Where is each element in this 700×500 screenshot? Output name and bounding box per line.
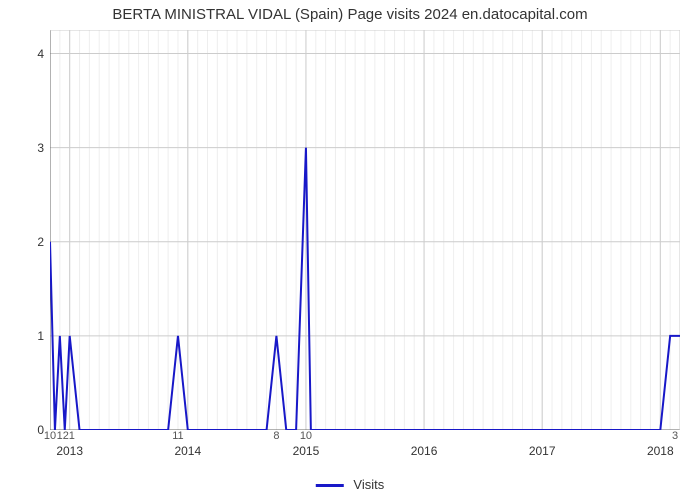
y-tick-label: 3 [37, 141, 50, 155]
point-value-label: 11 [172, 430, 183, 442]
legend-label: Visits [353, 477, 384, 492]
point-value-label: 121 [57, 430, 75, 442]
point-value-label: 10 [44, 430, 56, 442]
x-tick-label: 2015 [293, 444, 320, 458]
plot-area [50, 30, 680, 430]
y-tick-label: 1 [37, 329, 50, 343]
chart-container: BERTA MINISTRAL VIDAL (Spain) Page visit… [0, 0, 700, 500]
point-value-label: 8 [273, 430, 279, 442]
chart-svg [50, 30, 680, 430]
point-value-label: 10 [300, 430, 312, 442]
point-value-label: 3 [672, 430, 678, 442]
x-tick-label: 2013 [56, 444, 83, 458]
x-tick-label: 2017 [529, 444, 556, 458]
x-tick-label: 2018 [647, 444, 674, 458]
legend: Visits [316, 477, 384, 492]
x-tick-label: 2016 [411, 444, 438, 458]
y-tick-label: 2 [37, 235, 50, 249]
chart-title: BERTA MINISTRAL VIDAL (Spain) Page visit… [0, 6, 700, 23]
y-tick-label: 4 [37, 47, 50, 61]
legend-swatch [316, 484, 344, 487]
x-tick-label: 2014 [174, 444, 201, 458]
